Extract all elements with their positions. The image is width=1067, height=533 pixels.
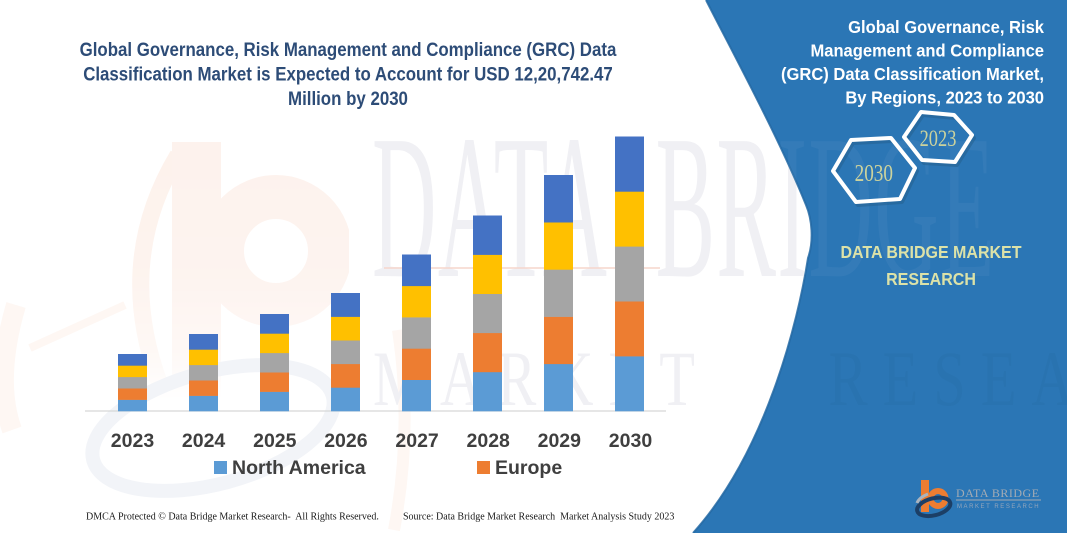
svg-text:2026: 2026 [324,430,368,452]
svg-text:2030: 2030 [855,160,893,187]
svg-text:RESEARCH: RESEARCH [886,269,976,289]
svg-text:Management and Compliance: Management and Compliance [810,40,1044,61]
svg-text:MARKET RESEARCH: MARKET RESEARCH [957,504,1040,510]
svg-text:Global Governance, Risk: Global Governance, Risk [848,16,1044,37]
svg-text:2028: 2028 [467,430,511,452]
svg-text:DMCA Protected © Data Bridge M: DMCA Protected © Data Bridge Market Rese… [86,512,379,523]
svg-text:Europe: Europe [495,457,562,479]
svg-text:Source: Data Bridge Market Res: Source: Data Bridge Market Research Mark… [403,512,674,523]
svg-text:2025: 2025 [253,430,297,452]
svg-text:Global Governance, Risk Manage: Global Governance, Risk Management and C… [80,38,617,60]
svg-text:By Regions, 2023 to 2030: By Regions, 2023 to 2030 [845,87,1044,108]
svg-text:2023: 2023 [920,125,957,152]
svg-text:2024: 2024 [182,430,226,452]
svg-text:DATA BRIDGE: DATA BRIDGE [956,486,1040,500]
svg-text:Million by 2030: Million by 2030 [288,87,408,109]
svg-text:North America: North America [232,457,366,479]
svg-text:2027: 2027 [395,430,438,452]
svg-text:2023: 2023 [111,430,155,452]
svg-text:Classification Market is Expec: Classification Market is Expected to Acc… [83,62,613,84]
svg-text:2029: 2029 [538,430,582,452]
svg-text:(GRC) Data Classification Mark: (GRC) Data Classification Market, [781,63,1044,84]
svg-text:DATA BRIDGE MARKET: DATA BRIDGE MARKET [840,242,1022,262]
svg-text:2030: 2030 [609,430,653,452]
